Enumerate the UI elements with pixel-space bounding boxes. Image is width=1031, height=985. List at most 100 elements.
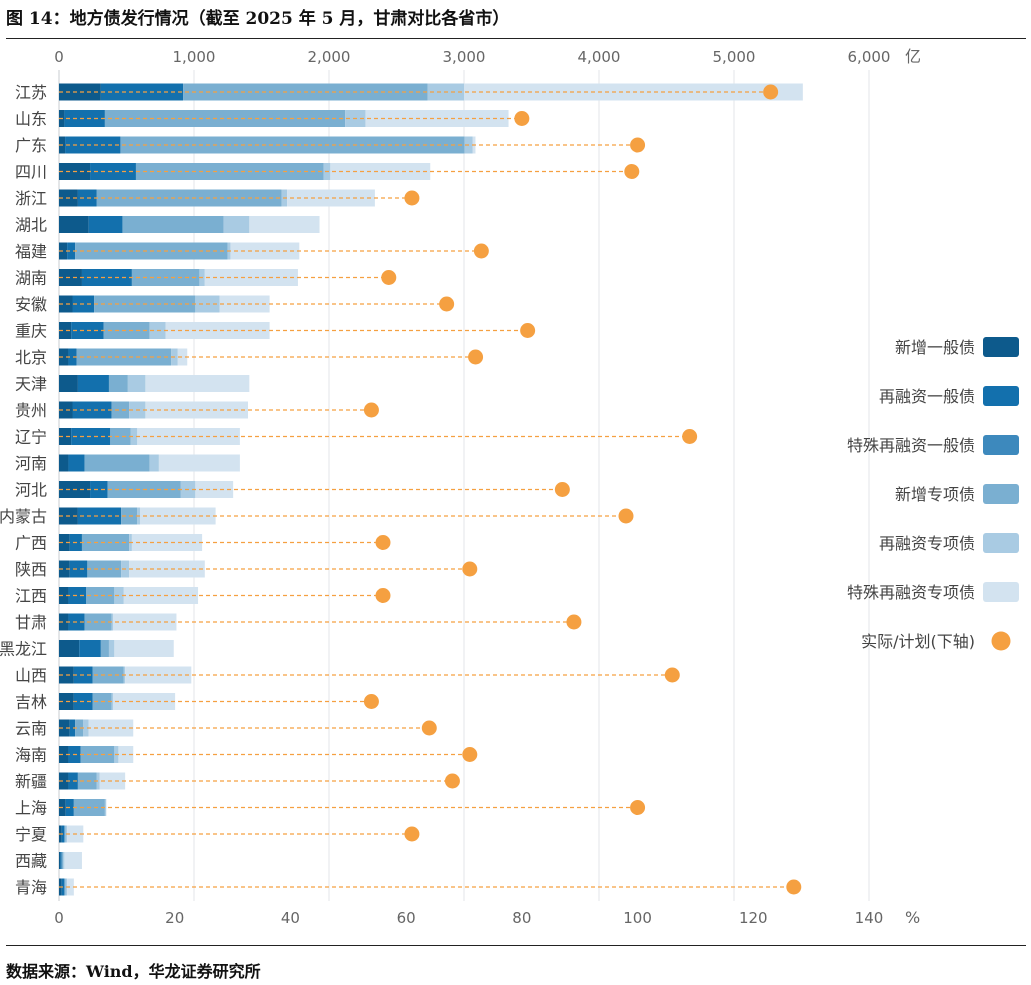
bar-segment: [59, 640, 80, 657]
bottom-tick-label: 120: [739, 909, 768, 927]
bar-segment: [111, 401, 130, 419]
bar-segment: [77, 507, 122, 525]
bar-segment: [64, 825, 66, 843]
ratio-point: [462, 747, 478, 762]
bar-segment: [122, 216, 224, 233]
ratio-point: [786, 879, 802, 895]
bar-segment: [67, 878, 74, 896]
bar-segment: [223, 216, 250, 233]
bar-segment: [145, 375, 250, 392]
legend-swatch: [991, 631, 1011, 651]
bar-segment: [145, 401, 248, 419]
ratio-point: [520, 323, 536, 338]
bottom-rule: [6, 945, 1026, 946]
bar-segment: [88, 216, 123, 233]
bar-segment: [59, 560, 70, 578]
bar-segment: [130, 428, 138, 445]
bar-segment: [84, 613, 112, 631]
bar-segment: [59, 83, 101, 101]
ratio-point: [624, 164, 640, 179]
top-rule: [6, 38, 1026, 39]
ratio-point: [444, 773, 460, 789]
bar-segment: [59, 772, 69, 790]
category-label: 江苏: [15, 83, 47, 102]
bar-segment: [90, 481, 108, 498]
category-label: 宁夏: [15, 825, 47, 844]
bottom-tick-label: 80: [512, 909, 531, 927]
ratio-point: [404, 826, 420, 842]
category-label: 浙江: [15, 189, 47, 208]
bar-segment: [75, 719, 84, 737]
bar-segment: [64, 878, 66, 896]
bar-segment: [59, 269, 82, 286]
bottom-tick-label: 140: [855, 909, 884, 927]
bar-segment: [108, 375, 128, 392]
bar-segment: [65, 136, 121, 154]
ratio-point: [375, 535, 391, 550]
ratio-point: [763, 84, 779, 100]
bar-segment: [59, 375, 78, 392]
legend-label: 特殊再融资专项债: [847, 583, 975, 602]
ratio-point: [421, 720, 437, 736]
category-label: 安徽: [15, 295, 47, 314]
bar-segment: [59, 613, 69, 631]
legend-swatch: [983, 386, 1019, 406]
bar-segment: [59, 587, 69, 604]
bar-segment: [59, 454, 69, 472]
ratio-point: [566, 614, 582, 630]
bar-segment: [68, 587, 86, 604]
bar-segment: [111, 613, 113, 631]
bar-segment: [104, 799, 107, 816]
ratio-point: [473, 243, 489, 259]
bar-segment: [59, 295, 73, 313]
bottom-tick-label: 20: [165, 909, 184, 927]
bar-segment: [61, 878, 65, 896]
bar-segment: [81, 534, 130, 551]
category-label: 贵州: [15, 401, 47, 420]
ratio-point: [363, 694, 379, 709]
bar-segment: [64, 110, 105, 127]
category-label: 海南: [15, 746, 47, 765]
bar-segment: [100, 640, 109, 657]
legend-label: 新增一般债: [895, 338, 975, 357]
figure-title: 图 14：地方债发行情况（截至 2025 年 5 月，甘肃对比各省市）: [6, 9, 510, 29]
bottom-axis-unit: %: [905, 908, 920, 927]
ratio-point: [618, 508, 634, 524]
bar-segment: [61, 825, 65, 843]
legend-swatch: [983, 484, 1019, 504]
category-label: 黑龙江: [0, 640, 47, 659]
bar-segment: [114, 640, 174, 657]
category-label: 河北: [15, 481, 47, 500]
ratio-point: [375, 588, 391, 603]
category-label: 吉林: [15, 693, 47, 712]
ratio-point: [554, 482, 570, 497]
bar-segment: [67, 242, 76, 260]
category-label: 陕西: [15, 560, 47, 579]
top-tick-label: 0: [54, 48, 64, 66]
top-tick-label: 6,000: [848, 48, 891, 66]
bar-segment: [140, 507, 216, 525]
category-label: 福建: [15, 242, 47, 261]
bottom-tick-label: 60: [397, 909, 416, 927]
legend-swatch: [983, 337, 1019, 357]
bar-segment: [149, 454, 159, 472]
top-tick-label: 4,000: [578, 48, 621, 66]
ratio-point: [363, 402, 379, 418]
bar-segment: [100, 83, 184, 101]
category-label: 四川: [15, 163, 47, 182]
top-tick-label: 3,000: [443, 48, 486, 66]
bar-segment: [59, 242, 68, 260]
category-label: 辽宁: [15, 428, 47, 447]
bar-segment: [86, 587, 115, 604]
category-label: 上海: [15, 799, 47, 818]
bar-segment: [158, 454, 240, 472]
legend-label: 新增专项债: [895, 485, 975, 504]
legend-swatch: [983, 533, 1019, 553]
category-label: 广西: [15, 534, 47, 553]
category-label: 新疆: [15, 772, 47, 791]
legend-label: 再融资一般债: [879, 387, 975, 406]
bar-segment: [59, 322, 72, 339]
category-label: 青海: [15, 878, 47, 897]
bar-segment: [72, 401, 112, 419]
bar-segment: [165, 322, 270, 339]
